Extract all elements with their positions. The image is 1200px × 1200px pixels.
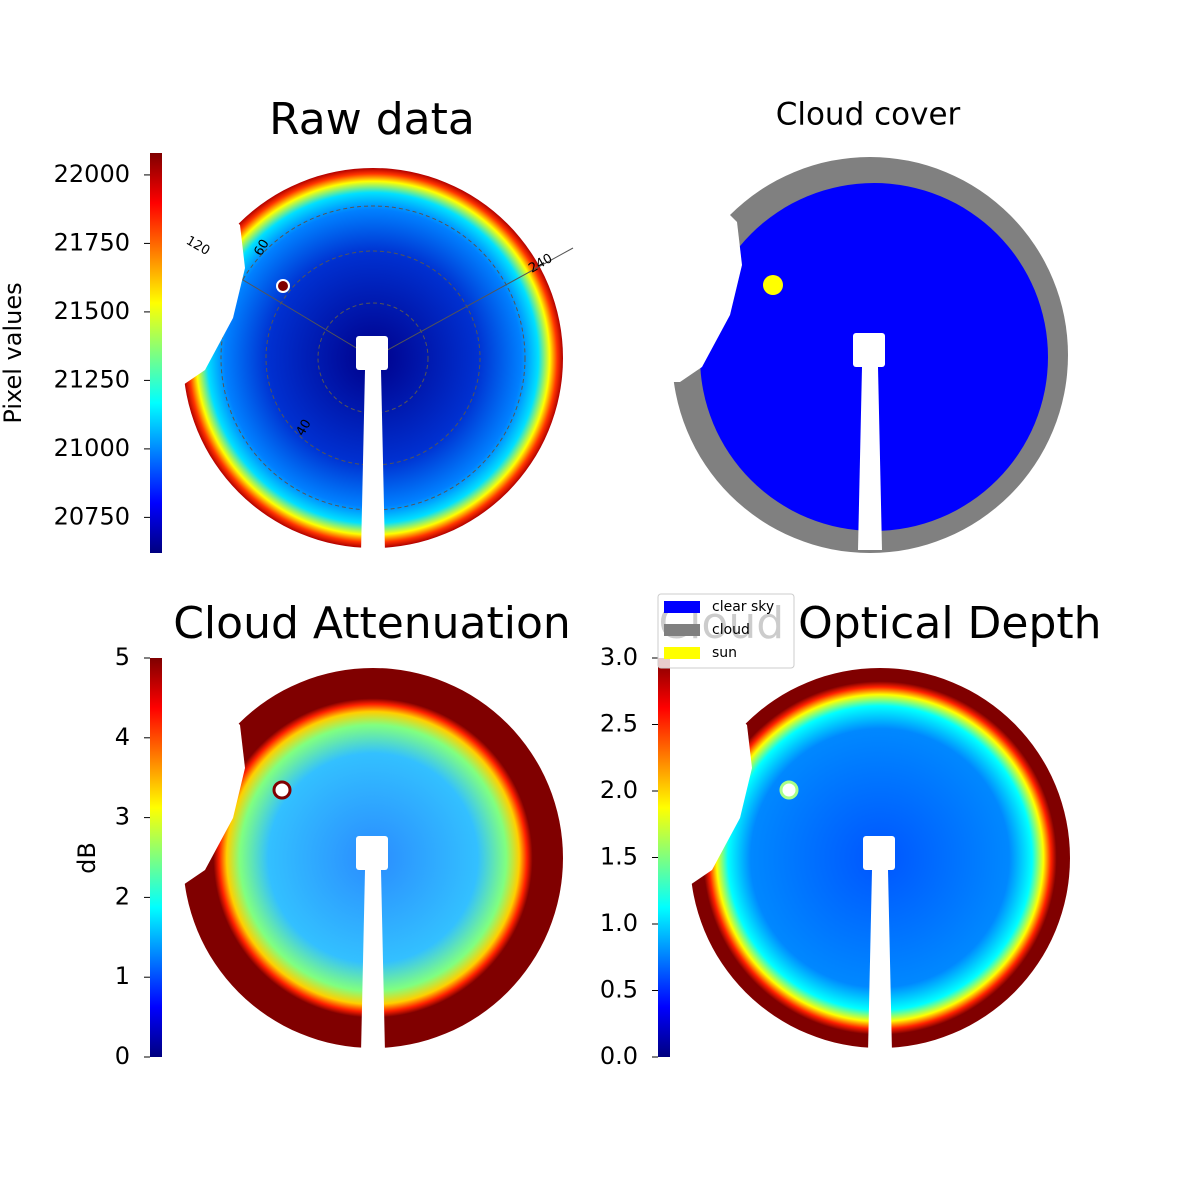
colorbar-tick-label: 0.0 — [600, 1042, 638, 1070]
legend-swatch — [664, 601, 700, 613]
legend-swatch — [664, 647, 700, 659]
attenuation-image — [163, 648, 563, 1053]
colorbar-tick-label: 3 — [115, 803, 130, 831]
colorbar-tick-label: 20750 — [54, 502, 130, 530]
colorbar — [658, 658, 670, 1057]
colorbar-label: Pixel values — [0, 282, 27, 423]
colorbar-label: dB — [73, 842, 101, 874]
colorbar-tick-label: 22000 — [54, 160, 130, 188]
colorbar-tick-label: 4 — [115, 723, 130, 751]
colorbar-tick-label: 1.0 — [600, 909, 638, 937]
colorbar-tick-label: 0.5 — [600, 976, 638, 1004]
panel-title: Cloud cover — [776, 97, 961, 133]
legend-label: clear sky — [712, 599, 774, 615]
legend-label: cloud — [712, 622, 750, 638]
optical-depth-image — [670, 648, 1070, 1053]
legend-label: sun — [712, 645, 737, 661]
colorbar — [150, 658, 162, 1057]
colorbar — [150, 153, 162, 553]
colorbar-tick-label: 2 — [115, 882, 130, 910]
colorbar-tick-label: 2.0 — [600, 776, 638, 804]
colorbar-tick-label: 21000 — [54, 434, 130, 462]
cloud-cover-image — [660, 145, 1068, 553]
colorbar-tick-label: 21500 — [54, 297, 130, 325]
colorbar-tick-label: 1 — [115, 962, 130, 990]
raw-image — [163, 148, 574, 554]
panel-title: Raw data — [269, 94, 475, 145]
polar-label: 60 — [252, 237, 273, 259]
colorbar-tick-label: 3.0 — [600, 643, 638, 671]
colorbar-tick-label: 21750 — [54, 228, 130, 256]
colorbar-tick-label: 0 — [115, 1042, 130, 1070]
colorbar-tick-label: 1.5 — [600, 843, 638, 871]
legend-swatch — [664, 624, 700, 636]
colorbar-tick-label: 21250 — [54, 365, 130, 393]
polar-label: 40 — [294, 417, 315, 439]
colorbar-tick-label: 5 — [115, 643, 130, 671]
colorbar-tick-label: 2.5 — [600, 710, 638, 738]
panel-title: Cloud Attenuation — [173, 598, 571, 649]
